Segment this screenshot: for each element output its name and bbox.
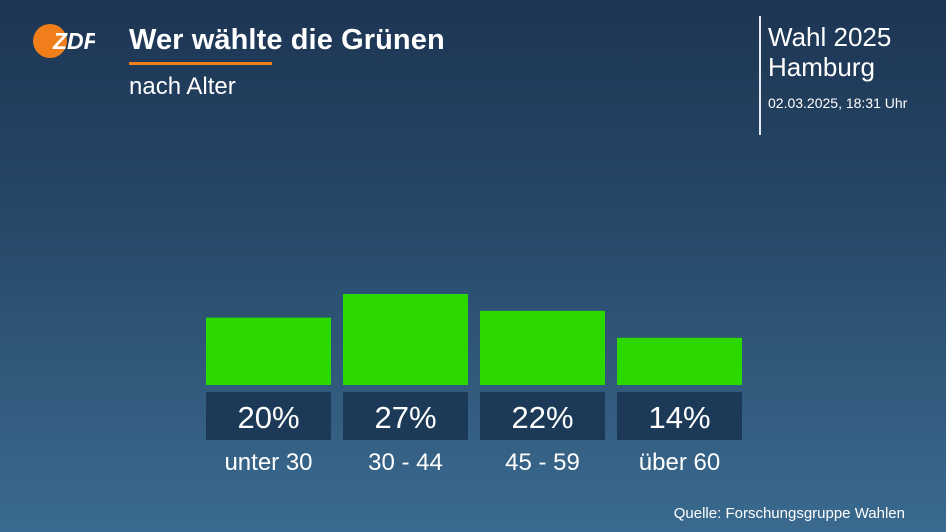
category-label: über 60 bbox=[639, 449, 720, 476]
bar bbox=[617, 337, 742, 385]
category-label: 30 - 44 bbox=[368, 449, 443, 476]
election-info: Wahl 2025 Hamburg bbox=[768, 22, 891, 82]
chart-subtitle: nach Alter bbox=[129, 73, 236, 100]
value-label: 22% bbox=[511, 400, 573, 435]
category-label: unter 30 bbox=[224, 449, 312, 476]
value-label: 20% bbox=[237, 400, 299, 435]
timestamp: 02.03.2025, 18:31 Uhr bbox=[768, 95, 908, 111]
zdf-logo: ZDF bbox=[33, 24, 95, 58]
logo-text: ZDF bbox=[52, 28, 95, 54]
title-underline bbox=[129, 62, 272, 65]
value-label: 27% bbox=[374, 400, 436, 435]
election-name: Wahl 2025 bbox=[768, 22, 892, 52]
bar bbox=[480, 310, 605, 385]
source-note: Quelle: Forschungsgruppe Wahlen bbox=[673, 505, 905, 522]
value-label-box bbox=[480, 392, 605, 440]
header-divider bbox=[759, 16, 761, 135]
bar bbox=[206, 317, 331, 385]
value-label-box bbox=[617, 392, 742, 440]
chart-title: Wer wählte die Grünen bbox=[129, 24, 445, 56]
bar bbox=[343, 294, 468, 385]
category-label: 45 - 59 bbox=[505, 449, 580, 476]
value-label: 14% bbox=[648, 400, 710, 435]
value-label-box bbox=[343, 392, 468, 440]
election-region: Hamburg bbox=[768, 52, 875, 82]
value-label-box bbox=[206, 392, 331, 440]
